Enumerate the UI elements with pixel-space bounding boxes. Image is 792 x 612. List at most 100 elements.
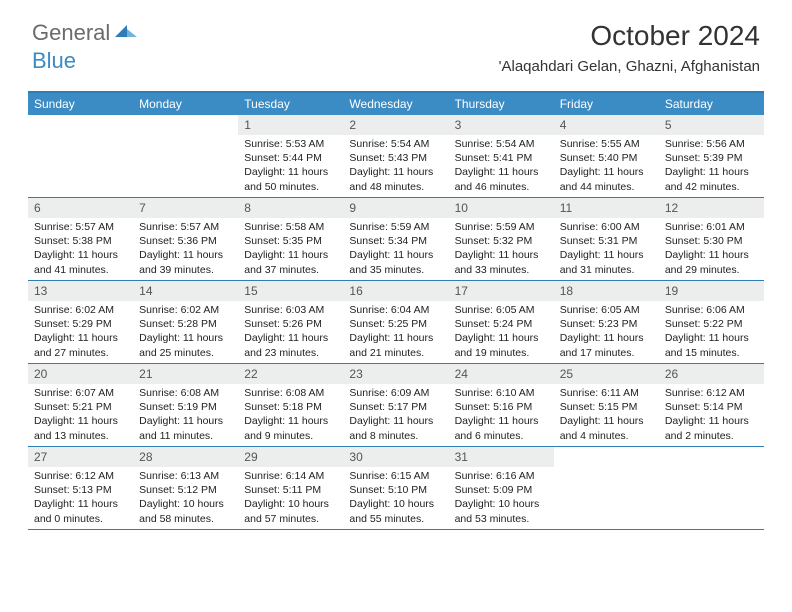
day-body: Sunrise: 6:07 AMSunset: 5:21 PMDaylight:… [28,384,133,445]
day-body: Sunrise: 6:05 AMSunset: 5:24 PMDaylight:… [449,301,554,362]
day-cell: 28Sunrise: 6:13 AMSunset: 5:12 PMDayligh… [133,447,238,529]
day-body: Sunrise: 6:08 AMSunset: 5:18 PMDaylight:… [238,384,343,445]
day-body: Sunrise: 5:53 AMSunset: 5:44 PMDaylight:… [238,135,343,196]
day-cell: 2Sunrise: 5:54 AMSunset: 5:43 PMDaylight… [343,115,448,197]
day-number: 30 [343,447,448,467]
day-cell: 3Sunrise: 5:54 AMSunset: 5:41 PMDaylight… [449,115,554,197]
day-body: Sunrise: 6:12 AMSunset: 5:13 PMDaylight:… [28,467,133,528]
day-number: 12 [659,198,764,218]
day-cell [554,447,659,529]
day-cell [133,115,238,197]
day-cell: 20Sunrise: 6:07 AMSunset: 5:21 PMDayligh… [28,364,133,446]
day-header-cell: Friday [554,93,659,115]
day-cell: 7Sunrise: 5:57 AMSunset: 5:36 PMDaylight… [133,198,238,280]
day-body: Sunrise: 5:54 AMSunset: 5:43 PMDaylight:… [343,135,448,196]
day-number: 5 [659,115,764,135]
day-cell: 16Sunrise: 6:04 AMSunset: 5:25 PMDayligh… [343,281,448,363]
day-number: 13 [28,281,133,301]
day-number: 16 [343,281,448,301]
day-number: 10 [449,198,554,218]
day-body: Sunrise: 6:08 AMSunset: 5:19 PMDaylight:… [133,384,238,445]
day-cell: 18Sunrise: 6:05 AMSunset: 5:23 PMDayligh… [554,281,659,363]
day-cell: 8Sunrise: 5:58 AMSunset: 5:35 PMDaylight… [238,198,343,280]
day-header-cell: Monday [133,93,238,115]
day-cell: 12Sunrise: 6:01 AMSunset: 5:30 PMDayligh… [659,198,764,280]
day-body: Sunrise: 5:55 AMSunset: 5:40 PMDaylight:… [554,135,659,196]
day-cell: 9Sunrise: 5:59 AMSunset: 5:34 PMDaylight… [343,198,448,280]
day-number: 6 [28,198,133,218]
day-number: 24 [449,364,554,384]
day-body: Sunrise: 6:09 AMSunset: 5:17 PMDaylight:… [343,384,448,445]
day-number: 4 [554,115,659,135]
day-body: Sunrise: 6:14 AMSunset: 5:11 PMDaylight:… [238,467,343,528]
day-number: 11 [554,198,659,218]
day-number: 3 [449,115,554,135]
logo-text-blue: Blue [32,48,76,73]
month-title: October 2024 [499,20,760,52]
title-block: October 2024 'Alaqahdari Gelan, Ghazni, … [499,20,760,75]
day-number: 20 [28,364,133,384]
day-number: 2 [343,115,448,135]
day-number: 21 [133,364,238,384]
weeks-container: 1Sunrise: 5:53 AMSunset: 5:44 PMDaylight… [28,115,764,530]
day-number: 1 [238,115,343,135]
day-body: Sunrise: 5:59 AMSunset: 5:34 PMDaylight:… [343,218,448,279]
day-body: Sunrise: 5:56 AMSunset: 5:39 PMDaylight:… [659,135,764,196]
day-number: 27 [28,447,133,467]
day-number: 23 [343,364,448,384]
day-cell: 6Sunrise: 5:57 AMSunset: 5:38 PMDaylight… [28,198,133,280]
day-cell: 1Sunrise: 5:53 AMSunset: 5:44 PMDaylight… [238,115,343,197]
day-body: Sunrise: 5:59 AMSunset: 5:32 PMDaylight:… [449,218,554,279]
day-body: Sunrise: 6:06 AMSunset: 5:22 PMDaylight:… [659,301,764,362]
day-cell: 31Sunrise: 6:16 AMSunset: 5:09 PMDayligh… [449,447,554,529]
week-row: 6Sunrise: 5:57 AMSunset: 5:38 PMDaylight… [28,198,764,281]
day-cell: 11Sunrise: 6:00 AMSunset: 5:31 PMDayligh… [554,198,659,280]
day-number: 9 [343,198,448,218]
day-body: Sunrise: 6:03 AMSunset: 5:26 PMDaylight:… [238,301,343,362]
day-number: 28 [133,447,238,467]
logo-triangle-icon [115,23,137,44]
day-body: Sunrise: 6:02 AMSunset: 5:29 PMDaylight:… [28,301,133,362]
day-number: 17 [449,281,554,301]
week-row: 27Sunrise: 6:12 AMSunset: 5:13 PMDayligh… [28,447,764,530]
day-number: 26 [659,364,764,384]
day-number: 15 [238,281,343,301]
day-cell: 13Sunrise: 6:02 AMSunset: 5:29 PMDayligh… [28,281,133,363]
day-body: Sunrise: 6:12 AMSunset: 5:14 PMDaylight:… [659,384,764,445]
location-text: 'Alaqahdari Gelan, Ghazni, Afghanistan [499,58,760,75]
day-body: Sunrise: 6:16 AMSunset: 5:09 PMDaylight:… [449,467,554,528]
day-cell: 15Sunrise: 6:03 AMSunset: 5:26 PMDayligh… [238,281,343,363]
day-cell: 21Sunrise: 6:08 AMSunset: 5:19 PMDayligh… [133,364,238,446]
day-cell: 25Sunrise: 6:11 AMSunset: 5:15 PMDayligh… [554,364,659,446]
day-number: 29 [238,447,343,467]
week-row: 13Sunrise: 6:02 AMSunset: 5:29 PMDayligh… [28,281,764,364]
day-cell: 29Sunrise: 6:14 AMSunset: 5:11 PMDayligh… [238,447,343,529]
day-body: Sunrise: 6:00 AMSunset: 5:31 PMDaylight:… [554,218,659,279]
day-header-cell: Tuesday [238,93,343,115]
day-cell: 5Sunrise: 5:56 AMSunset: 5:39 PMDaylight… [659,115,764,197]
day-cell [28,115,133,197]
day-number: 18 [554,281,659,301]
day-body: Sunrise: 5:57 AMSunset: 5:36 PMDaylight:… [133,218,238,279]
day-body: Sunrise: 6:13 AMSunset: 5:12 PMDaylight:… [133,467,238,528]
day-body: Sunrise: 6:05 AMSunset: 5:23 PMDaylight:… [554,301,659,362]
day-number: 19 [659,281,764,301]
calendar: SundayMondayTuesdayWednesdayThursdayFrid… [28,91,764,530]
day-cell: 19Sunrise: 6:06 AMSunset: 5:22 PMDayligh… [659,281,764,363]
day-body: Sunrise: 5:54 AMSunset: 5:41 PMDaylight:… [449,135,554,196]
day-cell: 26Sunrise: 6:12 AMSunset: 5:14 PMDayligh… [659,364,764,446]
day-cell: 30Sunrise: 6:15 AMSunset: 5:10 PMDayligh… [343,447,448,529]
day-header-cell: Wednesday [343,93,448,115]
day-cell: 22Sunrise: 6:08 AMSunset: 5:18 PMDayligh… [238,364,343,446]
day-body: Sunrise: 6:10 AMSunset: 5:16 PMDaylight:… [449,384,554,445]
day-number: 22 [238,364,343,384]
day-cell: 4Sunrise: 5:55 AMSunset: 5:40 PMDaylight… [554,115,659,197]
week-row: 1Sunrise: 5:53 AMSunset: 5:44 PMDaylight… [28,115,764,198]
day-body: Sunrise: 5:57 AMSunset: 5:38 PMDaylight:… [28,218,133,279]
day-cell: 17Sunrise: 6:05 AMSunset: 5:24 PMDayligh… [449,281,554,363]
day-header-row: SundayMondayTuesdayWednesdayThursdayFrid… [28,93,764,115]
day-body: Sunrise: 6:02 AMSunset: 5:28 PMDaylight:… [133,301,238,362]
day-cell [659,447,764,529]
day-cell: 10Sunrise: 5:59 AMSunset: 5:32 PMDayligh… [449,198,554,280]
day-number: 31 [449,447,554,467]
